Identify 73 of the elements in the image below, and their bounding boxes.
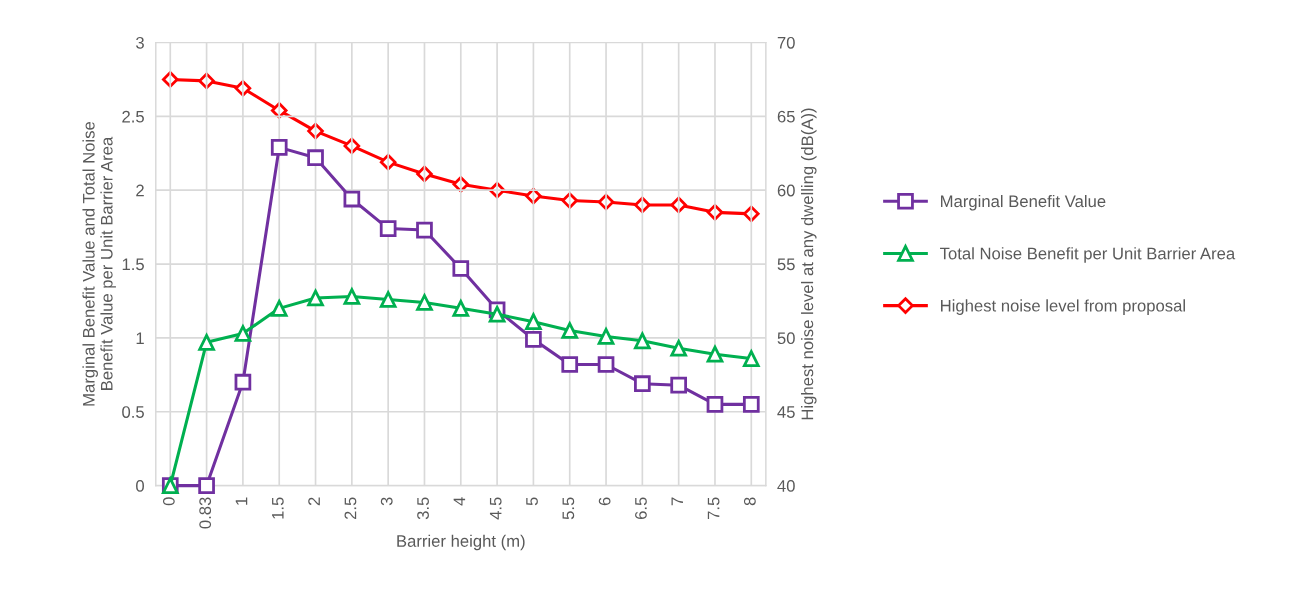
x-tick-label: 1 xyxy=(235,497,248,505)
point xyxy=(561,322,579,339)
x-tick-label: 8 xyxy=(743,497,756,506)
point xyxy=(452,260,470,277)
point xyxy=(597,328,615,345)
x-tick-label: 2.5 xyxy=(344,497,357,520)
point xyxy=(670,376,687,394)
legend-label: Marginal Benefit Value xyxy=(941,194,1106,211)
y-axis-title: Marginal Benefit Value and Total Noise Benefit Value per Unit Barrier Area xyxy=(82,121,116,406)
point xyxy=(742,396,760,413)
point xyxy=(706,396,724,413)
x-tick-label: 2 xyxy=(308,497,320,506)
x-tick-label: 4.5 xyxy=(489,497,502,520)
point xyxy=(270,139,288,156)
legend-label: Total Noise Benefit per Unit Barrier Area xyxy=(940,247,1236,263)
point xyxy=(343,190,361,208)
point xyxy=(307,149,324,167)
point xyxy=(706,345,724,363)
y-tick-label: 1 xyxy=(136,332,144,344)
point xyxy=(234,373,252,391)
y-tick-label: 0.5 xyxy=(122,406,144,418)
point xyxy=(198,333,215,351)
point xyxy=(379,220,397,237)
point xyxy=(270,300,288,317)
x-tick-label: 5 xyxy=(526,497,538,506)
point xyxy=(634,375,651,393)
point xyxy=(634,196,651,214)
point xyxy=(561,356,579,373)
point xyxy=(379,291,397,308)
point xyxy=(234,325,252,342)
x-tick-label: 7.5 xyxy=(707,497,720,520)
x-axis-title: Barrier height (m) xyxy=(397,534,525,551)
point xyxy=(488,305,506,323)
x-tick-label: 6.5 xyxy=(635,497,647,520)
y2-tick-label: 45 xyxy=(777,406,795,418)
y-tick-label: 1.5 xyxy=(122,258,144,271)
y2-tick-label: 60 xyxy=(777,184,795,197)
point xyxy=(307,289,324,307)
y2-tick-label: 40 xyxy=(777,480,795,492)
x-tick-label: 4 xyxy=(453,497,466,506)
y-tick-label: 2.5 xyxy=(122,110,144,123)
point xyxy=(742,350,760,367)
x-tick-label: 7 xyxy=(671,497,683,506)
x-tick-label: 3.5 xyxy=(417,497,429,520)
y2-axis-title: Highest noise level at any dwelling (dB(A)) xyxy=(801,108,817,420)
point xyxy=(633,330,652,350)
y-tick-label: 2 xyxy=(136,184,144,197)
x-tick-label: 3 xyxy=(380,497,393,506)
y2-tick-label: 55 xyxy=(777,258,795,271)
point xyxy=(416,221,433,239)
y2-tick-label: 50 xyxy=(777,332,795,345)
point xyxy=(525,187,542,205)
point xyxy=(525,313,542,330)
y-tick-label: 3 xyxy=(136,36,144,49)
x-tick-label: 6 xyxy=(598,497,611,506)
y-tick-label: 0 xyxy=(136,480,144,492)
x-tick-label: 1.5 xyxy=(272,497,284,519)
x-tick-label: 5.5 xyxy=(562,497,575,520)
point xyxy=(525,331,542,348)
point xyxy=(343,288,361,305)
point xyxy=(670,339,687,357)
legend-label: Highest noise level from proposal xyxy=(941,299,1185,315)
y2-tick-label: 70 xyxy=(777,36,795,49)
point xyxy=(416,165,433,183)
point xyxy=(307,122,324,140)
point xyxy=(416,294,433,311)
x-tick-label: 0 xyxy=(162,497,175,506)
x-tick-label: 0.83 xyxy=(199,497,212,529)
point xyxy=(452,300,470,317)
point xyxy=(597,356,615,373)
point xyxy=(198,72,215,90)
point xyxy=(198,477,215,494)
y2-tick-label: 65 xyxy=(777,110,795,123)
